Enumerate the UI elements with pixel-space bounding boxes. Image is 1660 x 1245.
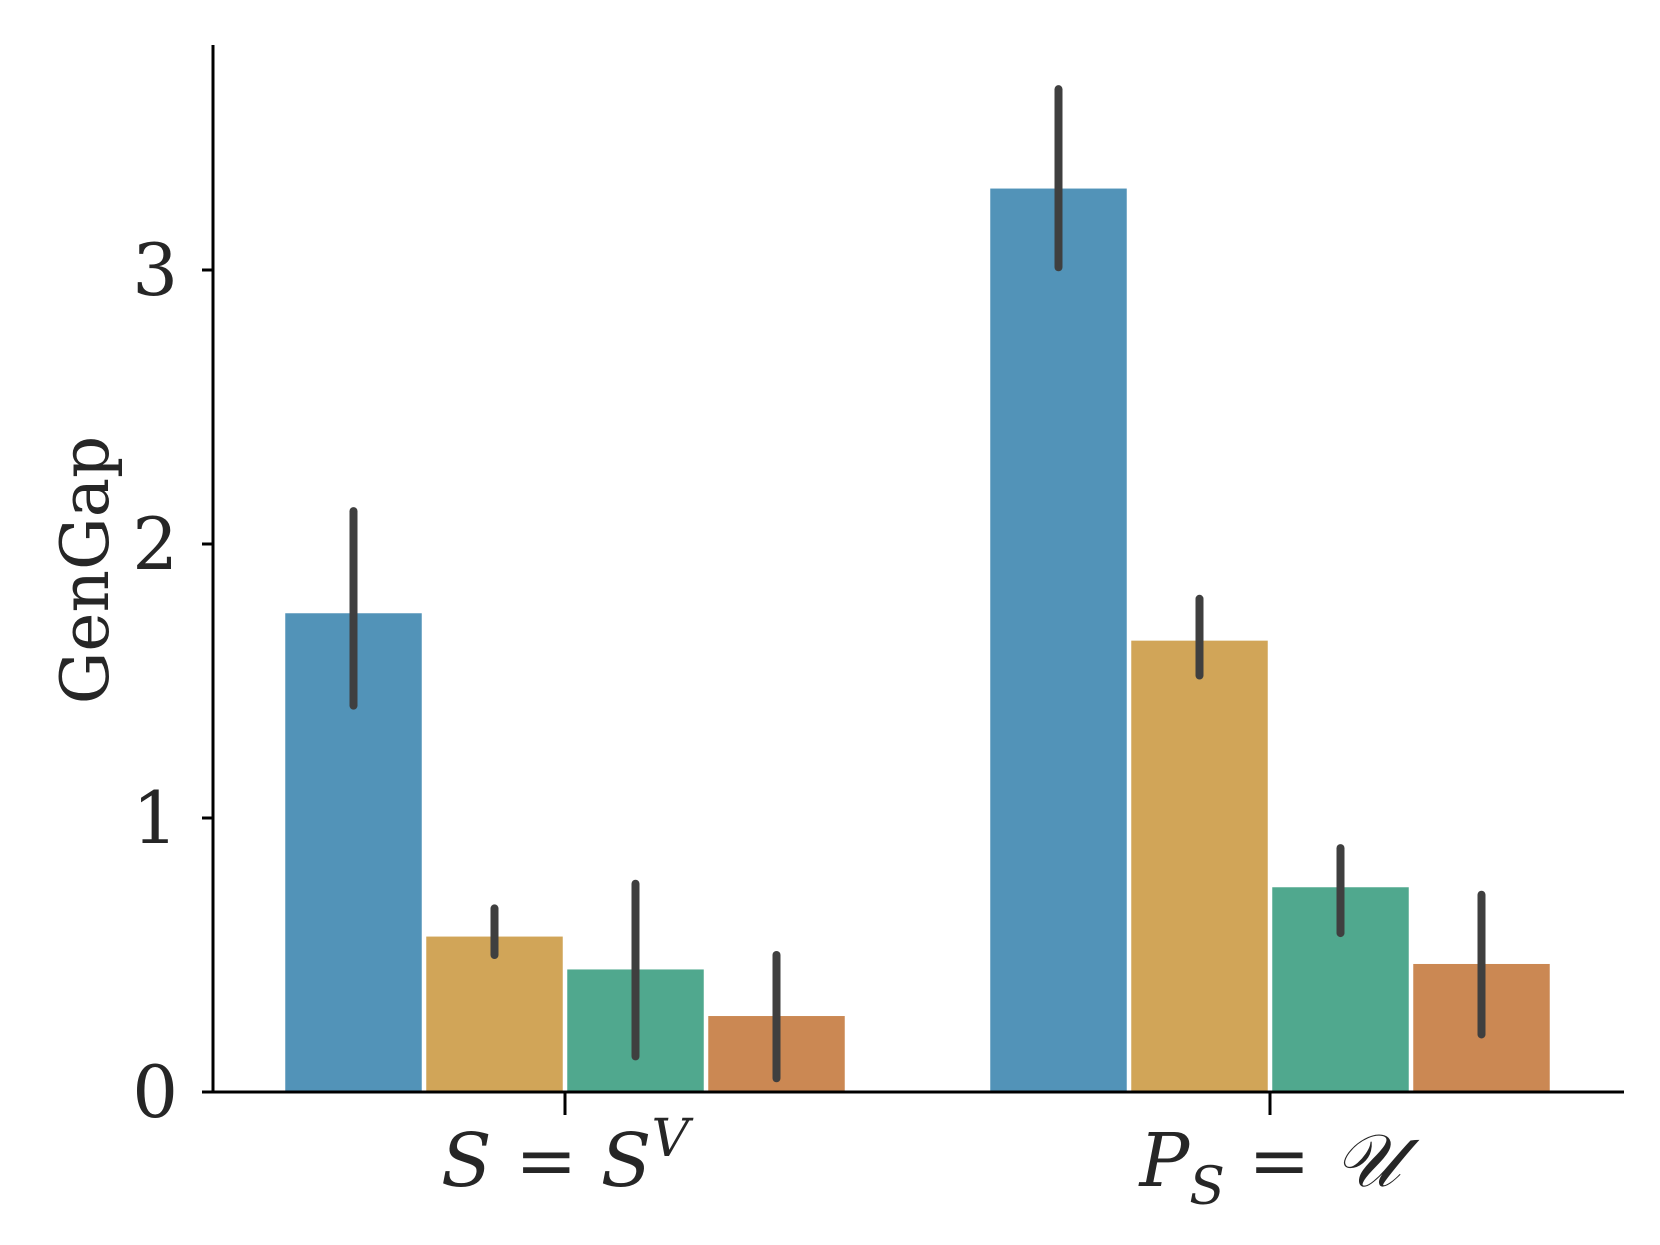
x-tick-label-2: PS = 𝒰 bbox=[1137, 1118, 1419, 1217]
x-tick-label-1: S = SV bbox=[441, 1109, 693, 1204]
y-tick-label: 3 bbox=[132, 228, 178, 312]
x-ticks: S = SV PS = 𝒰 bbox=[441, 1092, 1420, 1217]
bars-layer bbox=[283, 187, 1552, 1093]
y-axis-label: GenGap bbox=[47, 436, 124, 705]
bar-s2-c1 bbox=[424, 935, 565, 1093]
y-tick-label: 2 bbox=[132, 502, 178, 586]
y-tick-label: 0 bbox=[132, 1050, 178, 1134]
bar-s1-c2 bbox=[988, 187, 1129, 1093]
y-tick-label: 1 bbox=[132, 776, 178, 860]
y-ticks: 0 1 2 3 bbox=[132, 228, 213, 1134]
error-bars-layer bbox=[349, 85, 1486, 1083]
bar-s2-c2 bbox=[1129, 639, 1270, 1093]
